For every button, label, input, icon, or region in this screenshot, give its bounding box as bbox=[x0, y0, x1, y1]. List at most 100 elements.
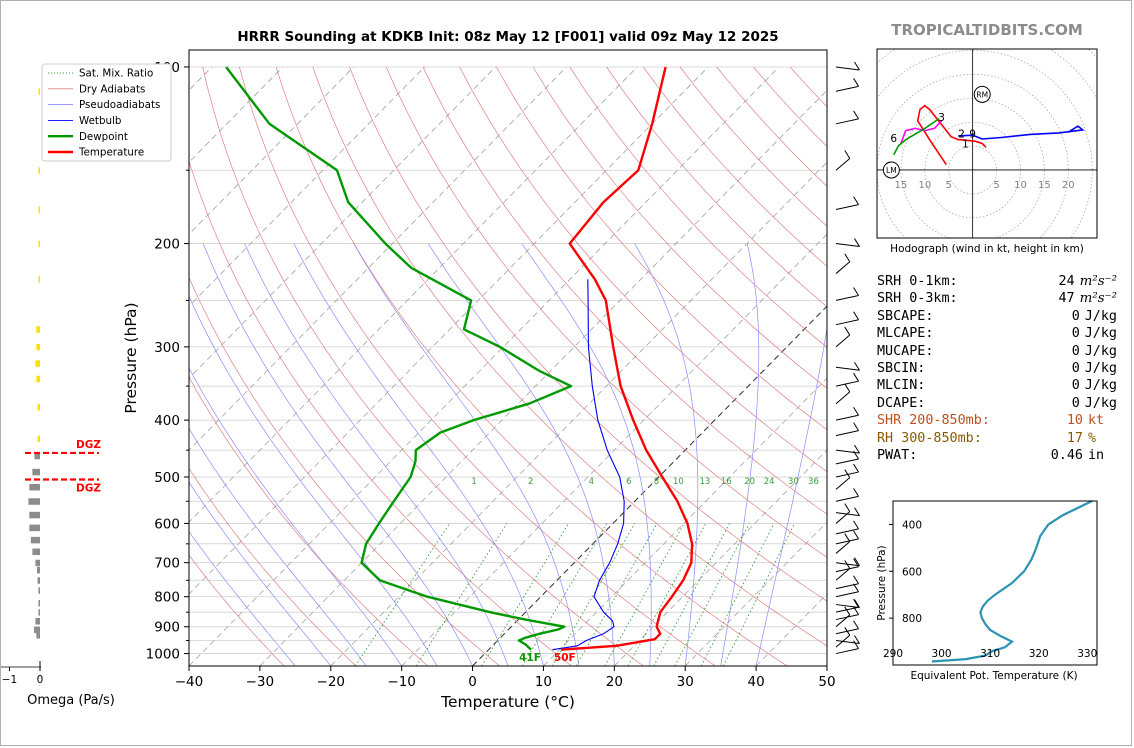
x-axis-label: Temperature (°C) bbox=[440, 693, 575, 711]
legend-label: Wetbulb bbox=[79, 115, 121, 127]
omega-bar bbox=[38, 587, 40, 594]
isotherm-line bbox=[614, 449, 827, 666]
stat-value: 0 bbox=[1071, 308, 1080, 324]
stat-row: DCAPE: 0 J/kg bbox=[877, 395, 1117, 412]
theta-e-frame bbox=[892, 500, 1098, 666]
wind-barb-staff bbox=[835, 449, 860, 454]
omega-x-label: Omega (Pa/s) bbox=[27, 693, 115, 708]
wind-barb-flag bbox=[853, 450, 859, 460]
legend-label: Pseudoadiabats bbox=[79, 99, 160, 111]
wind-barb-staff bbox=[835, 566, 859, 573]
isotherm-line bbox=[189, 66, 638, 523]
skewt-frame bbox=[188, 49, 828, 667]
omega-x-tick-label: 0 bbox=[37, 674, 44, 686]
dgz-label: DGZ bbox=[76, 483, 101, 495]
theta-e-x-tick-label: 290 bbox=[883, 648, 903, 660]
stat-row: SBCIN: 0 J/kg bbox=[877, 360, 1117, 377]
moist-adiabat-line bbox=[353, 243, 580, 666]
mixing-ratio-label: 8 bbox=[654, 477, 659, 487]
mixing-ratio-label: 13 bbox=[699, 477, 710, 487]
y-tick-label: 900 bbox=[154, 620, 180, 636]
stat-value: 0 bbox=[1071, 378, 1080, 394]
wind-barb-staff bbox=[835, 528, 859, 535]
wind-barb-staff bbox=[835, 319, 859, 326]
omega-bar bbox=[38, 600, 40, 607]
moist-adiabat-line bbox=[244, 243, 509, 666]
omega-bar bbox=[36, 566, 40, 574]
dry-adiabat-line bbox=[459, 66, 827, 473]
isotherm-line bbox=[826, 665, 827, 666]
dry-adiabat-line bbox=[753, 66, 827, 148]
stat-label: SHR 200-850mb: bbox=[877, 413, 990, 429]
wind-barb-flag bbox=[844, 469, 851, 478]
stat-unit: J/kg bbox=[1084, 360, 1117, 376]
stat-label: MLCAPE: bbox=[877, 326, 934, 342]
wind-barb-flag bbox=[854, 238, 860, 247]
dry-adiabat-line bbox=[202, 66, 644, 666]
mixing-ratio-line bbox=[722, 523, 795, 666]
stat-row: RH 300-850mb: 17% bbox=[877, 430, 1117, 447]
isotherm-line bbox=[755, 593, 827, 666]
x-tick-label: −30 bbox=[246, 674, 275, 690]
wind-barb-flag bbox=[853, 620, 859, 630]
x-tick-label: −40 bbox=[175, 674, 204, 690]
wind-barb-staff bbox=[835, 640, 860, 644]
wind-barb-flag bbox=[853, 583, 859, 593]
wind-barb-staff bbox=[835, 495, 859, 502]
stat-label: PWAT: bbox=[877, 447, 918, 463]
brand-label: TROPICALTIDBITS.COM bbox=[891, 21, 1083, 39]
wind-barb-staff bbox=[835, 604, 860, 609]
stat-row: MUCAPE: 0 J/kg bbox=[877, 343, 1117, 360]
dry-adiabat-line bbox=[189, 159, 572, 666]
mixing-ratio-line bbox=[653, 523, 730, 666]
omega-bar bbox=[38, 276, 40, 283]
hodograph-frame bbox=[876, 48, 1098, 239]
wind-barb-flag bbox=[853, 558, 859, 567]
wind-barb-staff bbox=[835, 568, 851, 581]
wind-barb-staff bbox=[835, 541, 851, 554]
theta-e-line bbox=[931, 500, 1093, 663]
dry-adiabat-line bbox=[189, 276, 500, 666]
stat-label: DCAPE: bbox=[877, 395, 926, 411]
wind-barb-flag bbox=[853, 311, 859, 321]
dgz-label: DGZ bbox=[76, 439, 101, 451]
series-temperature-line bbox=[560, 66, 694, 651]
moist-adiabat-line bbox=[202, 243, 473, 666]
wind-barb-flag bbox=[853, 287, 859, 296]
omega-bar bbox=[35, 559, 40, 567]
omega-bar bbox=[36, 632, 40, 639]
mixing-ratio-line bbox=[415, 523, 508, 666]
wind-barb-flag bbox=[844, 503, 851, 512]
mixing-ratio-label: 6 bbox=[626, 477, 631, 487]
dry-adiabat-line bbox=[349, 66, 827, 602]
stat-value: 10 bbox=[1066, 413, 1083, 429]
moist-adiabat-line bbox=[189, 427, 367, 666]
mixing-ratio-line bbox=[551, 523, 636, 666]
isotherm-line bbox=[543, 377, 827, 666]
wind-barb-flag bbox=[844, 606, 851, 616]
stat-row: SRH 0-3km: 47 m²s⁻² bbox=[877, 290, 1117, 307]
x-tick-label: 20 bbox=[606, 674, 623, 690]
stat-value: 17 bbox=[1066, 430, 1083, 446]
omega-bar bbox=[38, 206, 40, 214]
omega-x-tick-label: −1 bbox=[2, 674, 17, 686]
wind-barb-staff bbox=[835, 380, 859, 387]
omega-bar bbox=[29, 511, 40, 519]
legend-label: Dewpoint bbox=[79, 131, 128, 143]
mixing-ratio-line bbox=[354, 523, 450, 666]
moist-adiabat-line bbox=[720, 243, 760, 666]
omega-bar bbox=[37, 435, 40, 443]
omega-bar bbox=[33, 626, 40, 634]
theta-e-y-tick-label: 600 bbox=[902, 566, 922, 578]
wind-barb-flag bbox=[853, 196, 859, 205]
wind-barb-flag bbox=[853, 488, 859, 497]
wind-barb-flag bbox=[854, 599, 860, 608]
mixing-ratio-label: 1 bbox=[471, 477, 476, 487]
stat-label: MLCIN: bbox=[877, 378, 926, 394]
stat-row: SBCAPE: 0 J/kg bbox=[877, 308, 1117, 325]
wind-barb-staff bbox=[835, 430, 859, 437]
hodograph-height-label: 2 bbox=[958, 129, 965, 141]
stat-unit: % bbox=[1088, 430, 1097, 446]
theta-e-panel: 290 300 310 320 330 400 600 800 Equivalent Pot. … bbox=[876, 500, 1098, 682]
stat-label: SBCIN: bbox=[877, 360, 926, 376]
